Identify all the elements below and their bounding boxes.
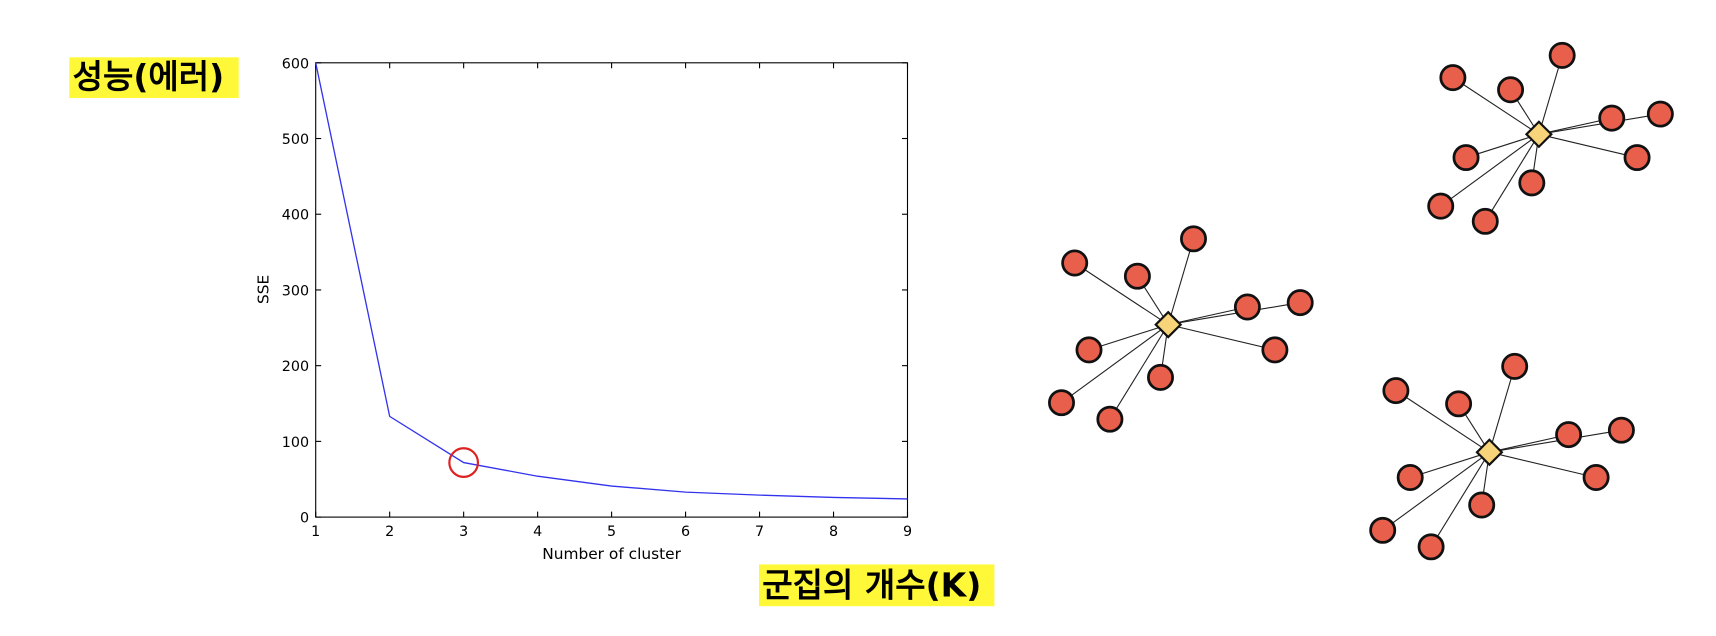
- cluster-centroid: [1475, 438, 1504, 467]
- cluster-diagram: [1048, 41, 1674, 561]
- cluster-edge: [1168, 302, 1301, 326]
- cluster-edge: [1489, 429, 1622, 453]
- cluster-point: [1548, 41, 1576, 69]
- cluster-point: [1286, 289, 1314, 317]
- y-tick-label: 400: [282, 208, 309, 224]
- line: [315, 62, 908, 500]
- cluster-point: [1439, 64, 1467, 92]
- cluster-edge: [1489, 451, 1597, 479]
- cluster-edge: [1168, 324, 1276, 351]
- annotation-highlight: [69, 57, 239, 98]
- plot-frame: [315, 62, 909, 518]
- x-tick-label: 1: [311, 524, 320, 540]
- x-annotation: 군집의 개수(K): [762, 565, 981, 604]
- y-tick-label: 500: [282, 132, 309, 148]
- cluster-point: [1147, 363, 1174, 391]
- cluster-point: [1382, 377, 1410, 405]
- cluster-point: [1497, 76, 1525, 104]
- cluster-point: [1369, 516, 1397, 544]
- y-tick-label: 300: [282, 283, 309, 299]
- cluster-edge: [1410, 451, 1490, 479]
- y-annotation: 성능(에러): [73, 57, 225, 96]
- cluster-point: [1427, 192, 1455, 220]
- cluster-point: [1417, 533, 1445, 561]
- cluster-edge: [1074, 262, 1169, 326]
- cluster-edge: [1484, 134, 1540, 222]
- x-tick-label: 3: [459, 524, 468, 540]
- cluster-edge: [1167, 238, 1195, 325]
- cluster-edge: [1489, 434, 1569, 453]
- cluster-point: [1180, 225, 1207, 253]
- cluster-centroid: [1524, 120, 1553, 149]
- cluster-edge: [1452, 77, 1540, 135]
- cluster-point: [1048, 389, 1075, 417]
- cluster-point: [1582, 464, 1610, 491]
- cluster-point: [1623, 144, 1651, 172]
- cluster-point: [1471, 207, 1499, 235]
- cluster-edge: [1440, 133, 1540, 207]
- cluster-edge: [1395, 390, 1490, 453]
- cluster-edge: [1382, 451, 1490, 531]
- cluster-point: [1452, 144, 1480, 172]
- y-axis-label: SSE: [254, 275, 272, 304]
- cluster-point: [1607, 416, 1635, 444]
- x-tick-label: 7: [755, 524, 764, 540]
- cluster-point: [1233, 293, 1261, 321]
- y-tick-label: 100: [282, 435, 309, 451]
- cluster-edge: [1088, 324, 1169, 351]
- cluster-edge: [1109, 324, 1169, 420]
- cluster-point: [1445, 390, 1473, 418]
- cluster-point: [1396, 464, 1424, 491]
- annotation-highlight: [759, 564, 995, 607]
- x-tick-label: 2: [385, 524, 394, 540]
- cluster-point: [1555, 421, 1583, 449]
- cluster-edge: [1488, 366, 1516, 453]
- cluster-edge: [1168, 306, 1248, 326]
- cluster-point: [1518, 169, 1546, 197]
- cluster-edge: [1538, 133, 1638, 159]
- x-tick-label: 6: [681, 524, 690, 540]
- cluster-point: [1096, 405, 1124, 433]
- cluster-point: [1075, 336, 1103, 364]
- x-tick-label: 8: [829, 524, 838, 540]
- cluster-edge: [1061, 324, 1169, 404]
- cluster-point: [1261, 336, 1289, 364]
- y-tick-label: 600: [282, 56, 309, 72]
- x-tick-label: 9: [903, 524, 912, 540]
- cluster-centroid: [1154, 310, 1183, 339]
- cluster-point: [1501, 352, 1529, 380]
- cluster-point: [1468, 491, 1496, 519]
- cluster-point: [1123, 262, 1151, 290]
- elbow-highlight: [448, 447, 480, 478]
- cluster-edge: [1430, 451, 1490, 548]
- cluster-edge: [1538, 55, 1563, 135]
- y-tick-label: 0: [300, 511, 309, 527]
- cluster-point: [1646, 100, 1674, 128]
- x-axis-label: Number of cluster: [542, 545, 681, 563]
- y-tick-label: 200: [282, 359, 309, 375]
- cluster-edge: [1538, 113, 1661, 135]
- cluster-point: [1061, 249, 1089, 277]
- x-tick-label: 5: [607, 524, 616, 540]
- x-tick-label: 4: [533, 524, 542, 540]
- cluster-point: [1598, 104, 1626, 132]
